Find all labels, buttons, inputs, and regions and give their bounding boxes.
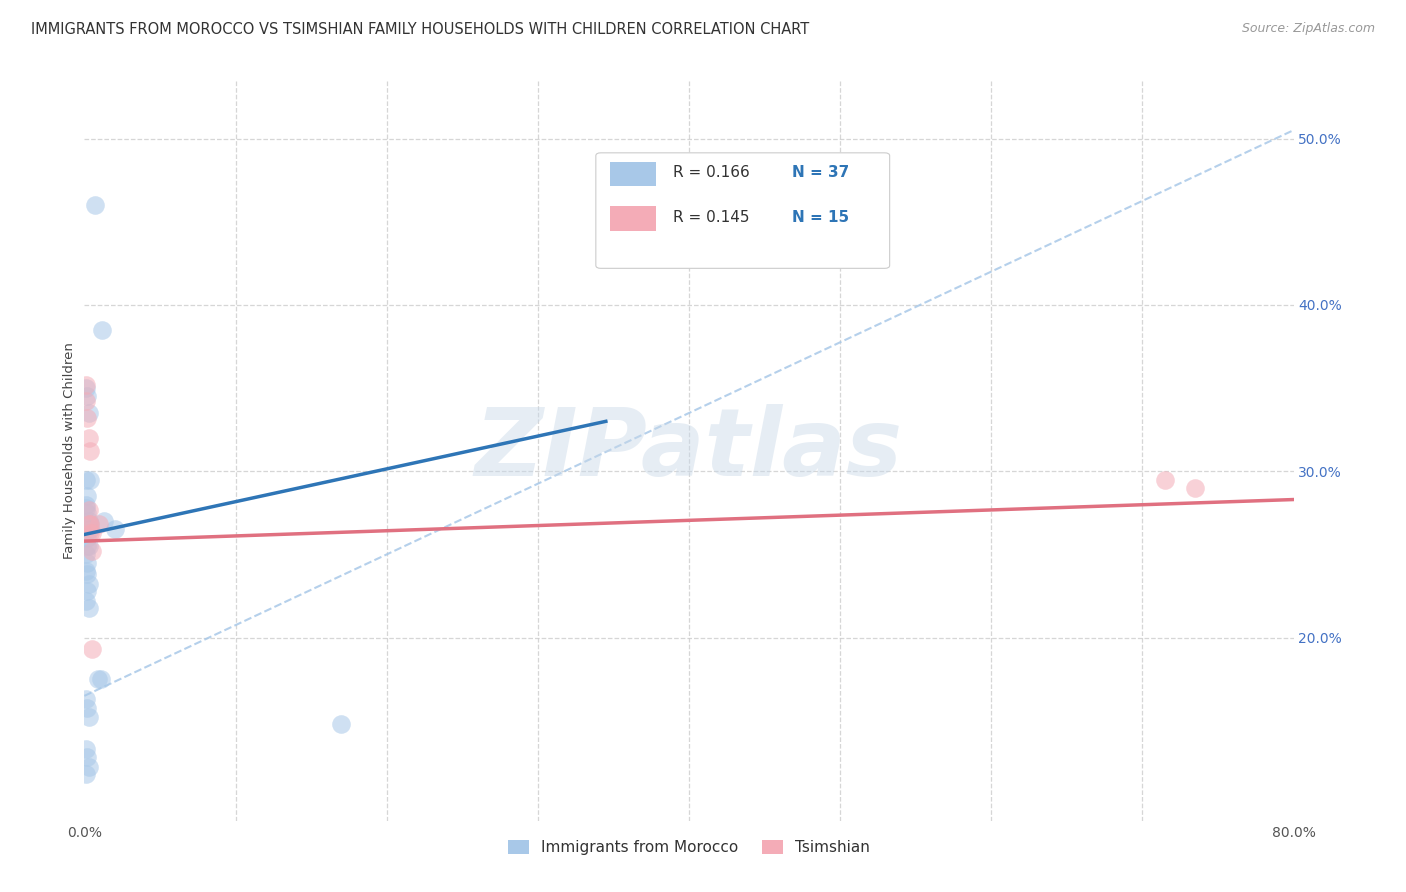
Text: R = 0.166: R = 0.166 bbox=[673, 165, 749, 180]
Point bbox=[80, 544, 103, 558]
Point bbox=[77, 577, 100, 591]
Point bbox=[79, 517, 101, 532]
Point bbox=[1184, 481, 1206, 495]
Point bbox=[330, 717, 353, 731]
Point bbox=[80, 525, 103, 540]
FancyBboxPatch shape bbox=[610, 161, 657, 186]
Text: N = 37: N = 37 bbox=[792, 165, 849, 180]
Text: N = 15: N = 15 bbox=[792, 210, 849, 225]
Text: R = 0.145: R = 0.145 bbox=[673, 210, 749, 225]
Point bbox=[76, 389, 98, 403]
Point bbox=[75, 500, 97, 515]
Point bbox=[89, 517, 111, 532]
Point bbox=[77, 600, 100, 615]
Point bbox=[75, 377, 97, 392]
Point bbox=[79, 525, 101, 540]
Point bbox=[79, 517, 101, 532]
Point bbox=[75, 548, 97, 562]
Text: ZIPatlas: ZIPatlas bbox=[475, 404, 903, 497]
Legend: Immigrants from Morocco, Tsimshian: Immigrants from Morocco, Tsimshian bbox=[502, 834, 876, 861]
Point bbox=[84, 198, 107, 212]
Text: IMMIGRANTS FROM MOROCCO VS TSIMSHIAN FAMILY HOUSEHOLDS WITH CHILDREN CORRELATION: IMMIGRANTS FROM MOROCCO VS TSIMSHIAN FAM… bbox=[31, 22, 810, 37]
Point bbox=[75, 394, 97, 409]
Point bbox=[76, 567, 98, 582]
Point bbox=[75, 594, 97, 608]
Point bbox=[79, 444, 101, 458]
Point bbox=[80, 642, 103, 657]
Point bbox=[75, 742, 97, 756]
Point bbox=[79, 523, 101, 537]
Point bbox=[77, 539, 100, 553]
Point bbox=[76, 750, 98, 764]
Point bbox=[1154, 473, 1177, 487]
Point bbox=[90, 672, 112, 686]
Point bbox=[76, 531, 98, 545]
Y-axis label: Family Households with Children: Family Households with Children bbox=[63, 342, 76, 559]
Point bbox=[77, 514, 100, 528]
Point bbox=[75, 498, 97, 512]
Point bbox=[75, 473, 97, 487]
Point bbox=[76, 506, 98, 520]
Text: Source: ZipAtlas.com: Source: ZipAtlas.com bbox=[1241, 22, 1375, 36]
Point bbox=[76, 489, 98, 503]
Point bbox=[104, 523, 127, 537]
FancyBboxPatch shape bbox=[610, 206, 657, 230]
Point bbox=[76, 584, 98, 599]
Point bbox=[79, 473, 101, 487]
Point bbox=[76, 700, 98, 714]
Point bbox=[91, 323, 114, 337]
Point bbox=[77, 431, 100, 445]
Point bbox=[75, 692, 97, 706]
Point bbox=[77, 710, 100, 724]
Point bbox=[76, 539, 98, 553]
Point bbox=[93, 514, 115, 528]
Point bbox=[77, 760, 100, 774]
Point bbox=[77, 517, 100, 532]
Point bbox=[76, 411, 98, 425]
Point bbox=[76, 556, 98, 570]
Point bbox=[87, 672, 110, 686]
Point bbox=[77, 502, 100, 516]
Point bbox=[77, 406, 100, 420]
Point bbox=[75, 381, 97, 395]
FancyBboxPatch shape bbox=[596, 153, 890, 268]
Point bbox=[75, 564, 97, 578]
Point bbox=[75, 767, 97, 781]
